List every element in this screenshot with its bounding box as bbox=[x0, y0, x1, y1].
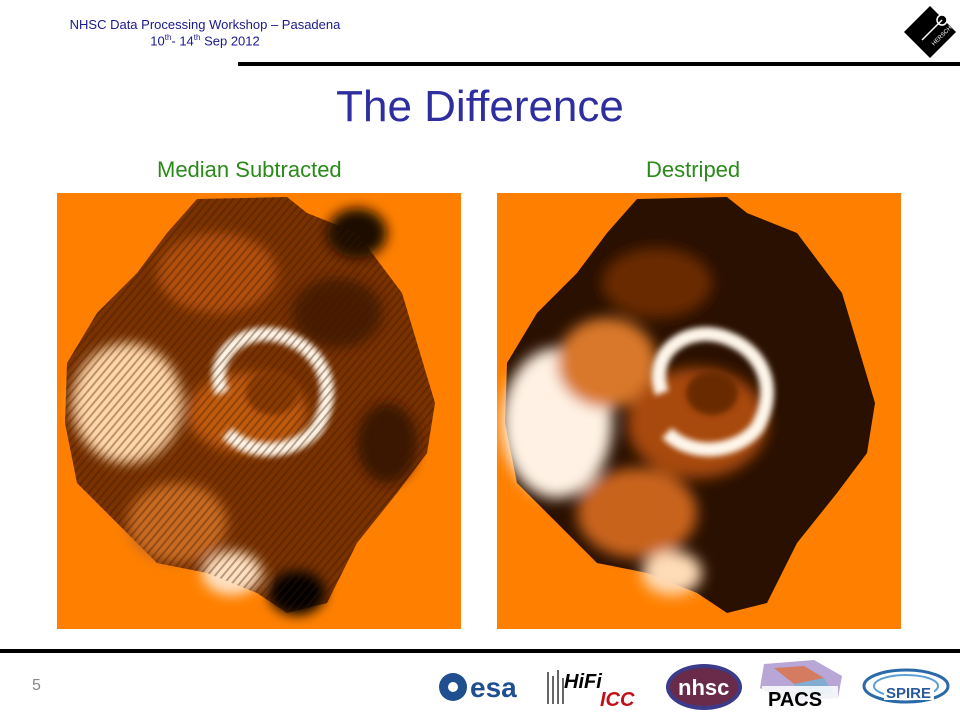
slide-title: The Difference bbox=[336, 82, 624, 131]
esa-logo: esa bbox=[436, 662, 532, 712]
header-rule bbox=[238, 62, 960, 66]
median-subtracted-image bbox=[57, 193, 461, 629]
svg-text:PACS: PACS bbox=[768, 689, 822, 711]
left-panel-label: Median Subtracted bbox=[157, 157, 342, 182]
svg-text:ICC: ICC bbox=[600, 689, 635, 711]
svg-text:esa: esa bbox=[470, 672, 517, 703]
hifi-icc-logo: HiFi ICC bbox=[544, 662, 650, 712]
svg-text:HiFi: HiFi bbox=[564, 671, 602, 693]
herschel-logo: HERSCHEL bbox=[902, 4, 959, 60]
svg-text:SPIRE: SPIRE bbox=[886, 685, 931, 702]
destriped-image bbox=[497, 193, 901, 629]
svg-text:nhsc: nhsc bbox=[678, 675, 729, 700]
spire-logo: SPIRE bbox=[860, 662, 956, 712]
workshop-date: 10th- 14th Sep 2012 bbox=[150, 33, 260, 49]
workshop-title: NHSC Data Processing Workshop – Pasadena bbox=[69, 17, 341, 32]
footer-rule bbox=[0, 649, 960, 653]
right-panel-label: Destriped bbox=[646, 157, 741, 182]
page-number: 5 bbox=[32, 677, 41, 694]
nhsc-logo: nhsc bbox=[664, 662, 744, 712]
pacs-logo: PACS bbox=[754, 658, 848, 714]
